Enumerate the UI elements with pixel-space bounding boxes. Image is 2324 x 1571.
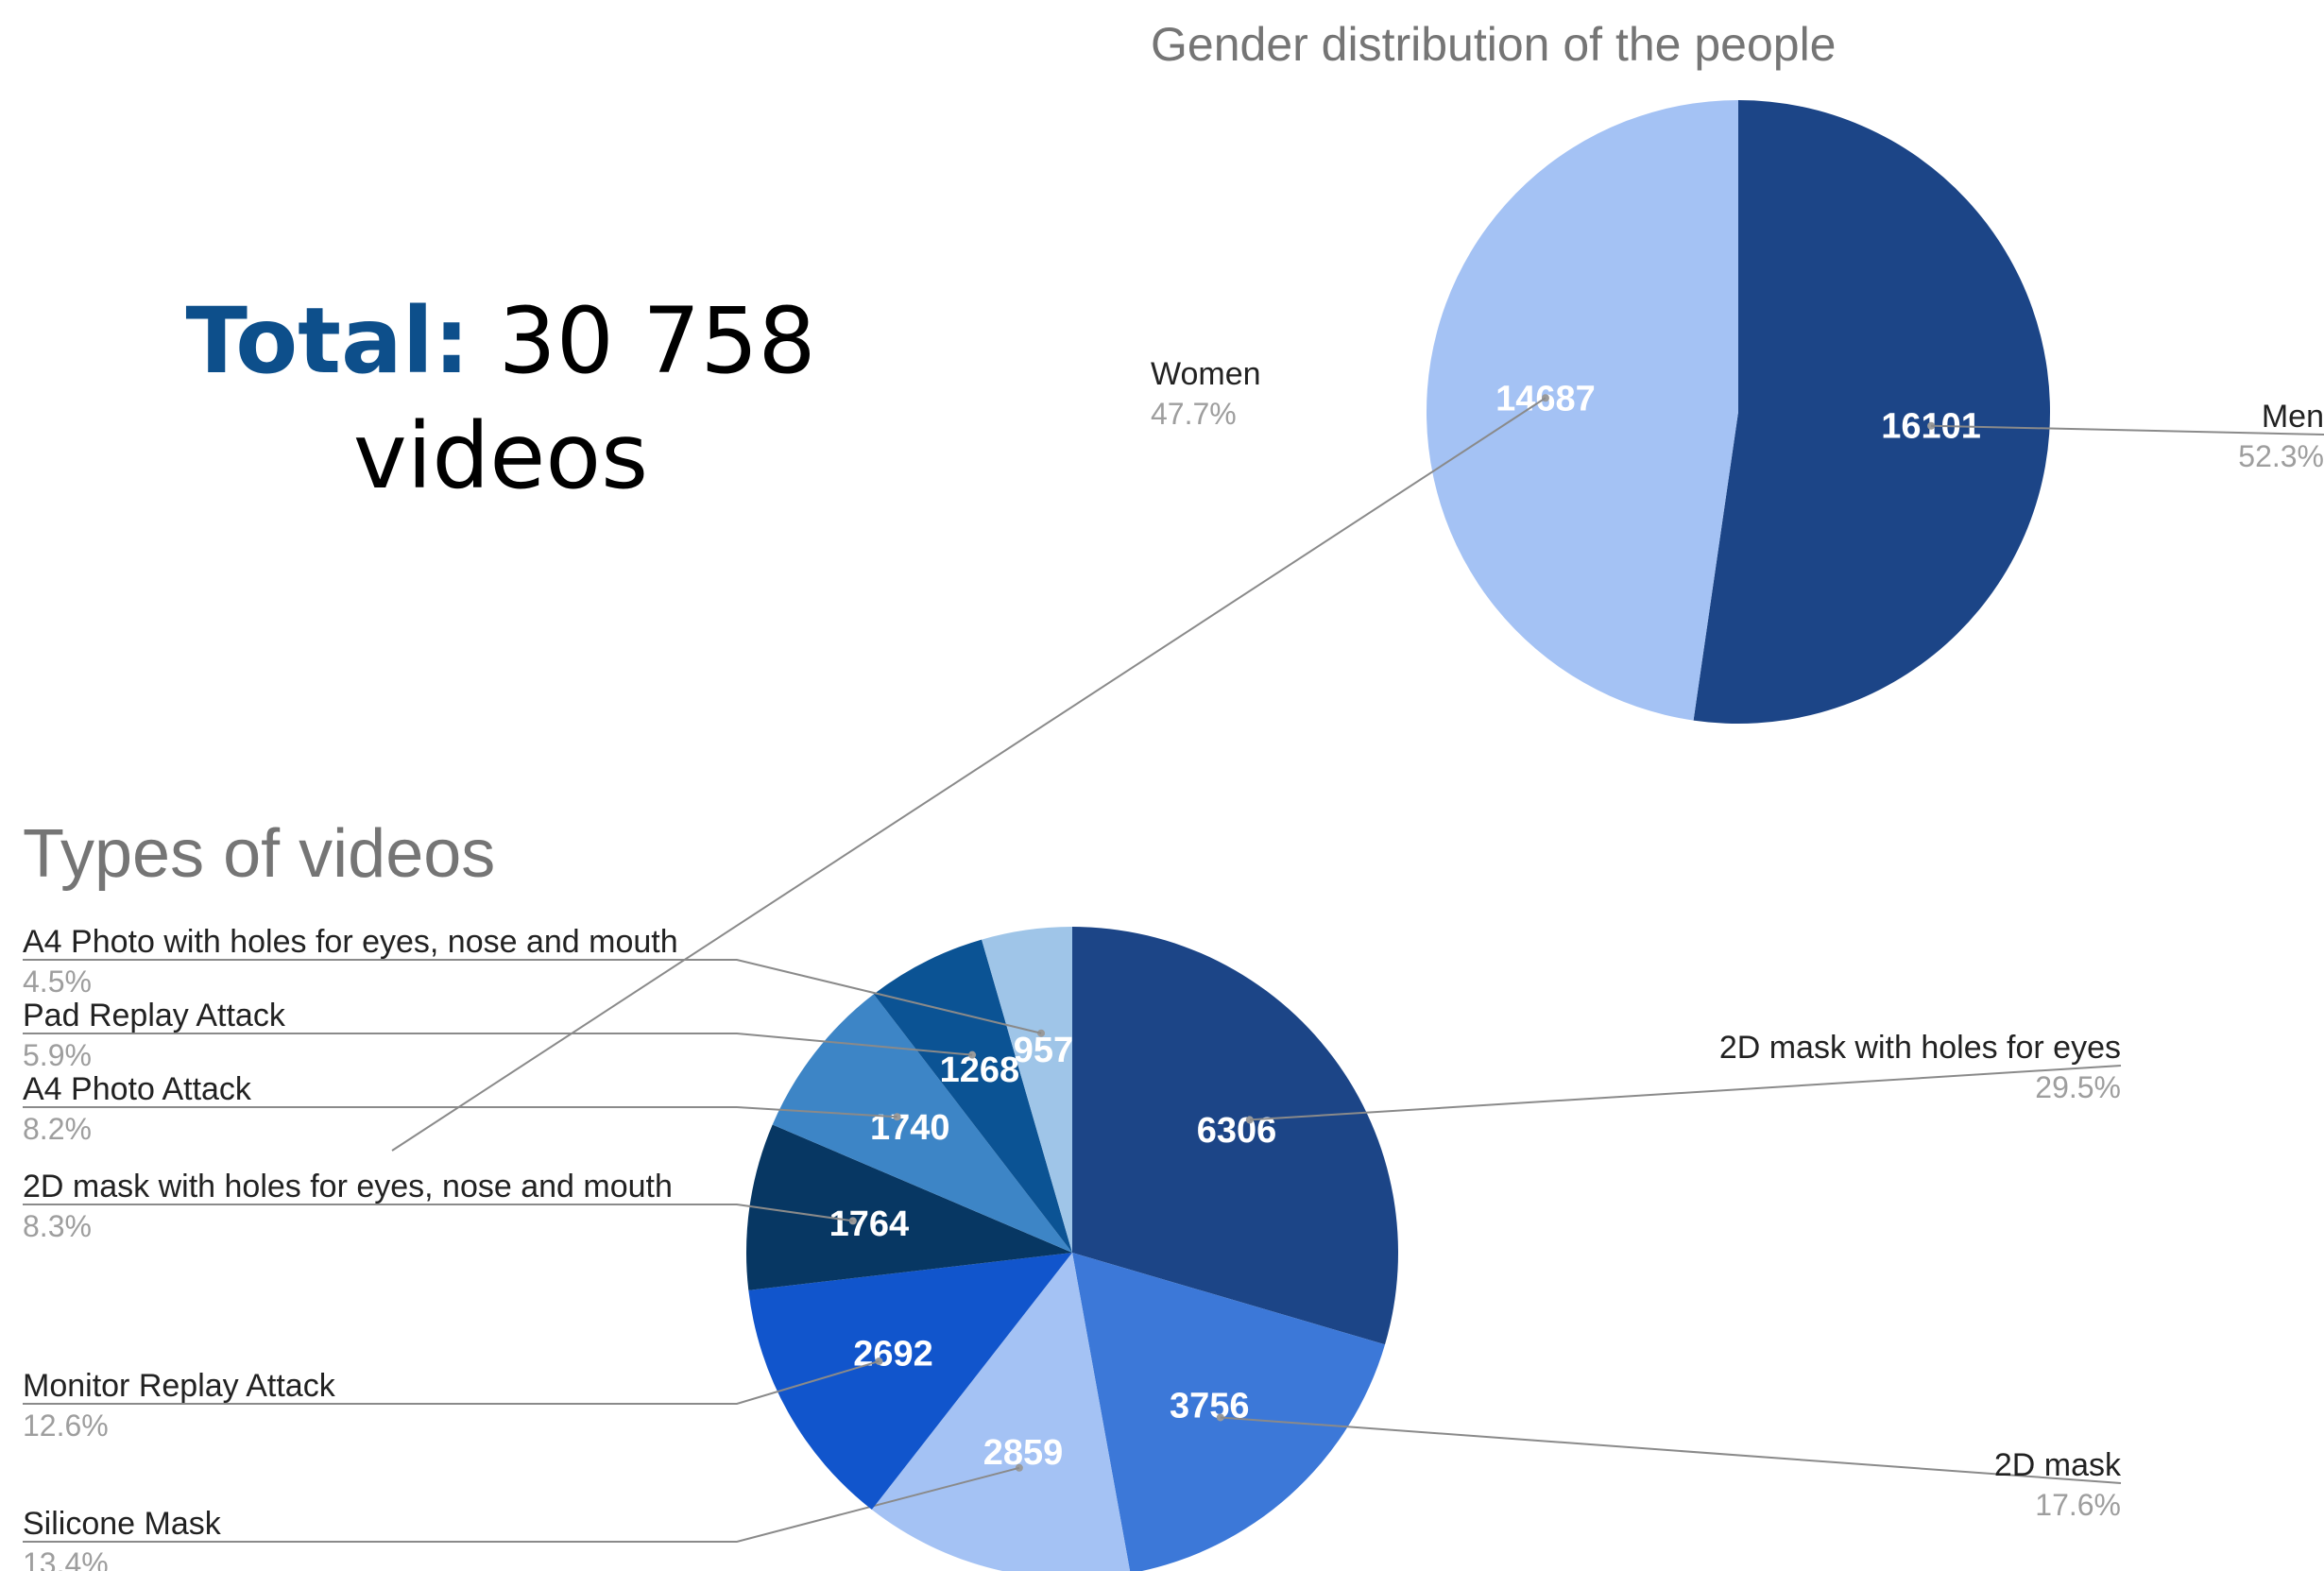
pie-slice-men[interactable] — [1693, 100, 2051, 724]
slice-label-women: Women — [1151, 356, 1261, 392]
leader-line-pad-replay-attack — [23, 1033, 973, 1056]
slice-percent-2d-mask: 17.6% — [2035, 1488, 2121, 1522]
leader-line-2d-mask — [1220, 1416, 2122, 1484]
slice-label-monitor-replay-attack: Monitor Replay Attack — [23, 1368, 336, 1404]
leader-line-2d-mask-with-holes-for-eyes-nose-and-mouth — [23, 1204, 853, 1222]
slice-label-pad-replay-attack: Pad Replay Attack — [23, 998, 286, 1033]
slice-label-men: Men — [2262, 399, 2324, 435]
slice-label-silicone-mask: Silicone Mask — [23, 1506, 222, 1542]
slice-label-a4-photo-with-holes-for-eyes-nose-and-mouth: A4 Photo with holes for eyes, nose and m… — [23, 924, 678, 960]
slice-label-2d-mask-with-holes-for-eyes-nose-and-mouth: 2D mask with holes for eyes, nose and mo… — [23, 1169, 673, 1204]
slice-value-a4-photo-with-holes-for-eyes-nose-and-mouth: 957 — [1014, 1031, 1073, 1070]
pie-slice-pad-replay-attack[interactable] — [873, 939, 1072, 1253]
slice-percent-a4-photo-attack: 8.2% — [23, 1112, 92, 1146]
leader-line-men — [1931, 424, 2324, 435]
slice-value-silicone-mask: 2859 — [983, 1433, 1064, 1473]
leader-line-monitor-replay-attack — [23, 1360, 880, 1405]
slice-value-a4-photo-attack: 1740 — [870, 1108, 950, 1148]
slice-percent-2d-mask-with-holes-for-eyes: 29.5% — [2035, 1070, 2121, 1104]
slice-label-a4-photo-attack: A4 Photo Attack — [23, 1071, 252, 1107]
gender-pie-chart: Gender distribution of the people 16101 M… — [391, 18, 2324, 1152]
pie-slice-a4-photo-with-holes-for-eyes-nose-and-mouth[interactable] — [982, 927, 1072, 1253]
leader-line-a4-photo-with-holes-for-eyes-nose-and-mouth — [23, 959, 1042, 1034]
pie-slice-2d-mask[interactable] — [1072, 1253, 1386, 1571]
slice-value-monitor-replay-attack: 2692 — [853, 1335, 933, 1375]
pie-slice-monitor-replay-attack[interactable] — [748, 1253, 1072, 1511]
pie-slice-silicone-mask[interactable] — [871, 1253, 1131, 1571]
slice-label-2d-mask: 2D mask — [1994, 1447, 2122, 1483]
total-value: 30 758 — [498, 288, 816, 394]
slice-percent-pad-replay-attack: 5.9% — [23, 1038, 92, 1072]
total-unit: videos — [352, 403, 649, 509]
slice-percent-2d-mask-with-holes-for-eyes-nose-and-mouth: 8.3% — [23, 1209, 92, 1243]
slice-value-2d-mask: 3756 — [1170, 1387, 1250, 1426]
video-types-pie-chart: Types of videos 6306 2D mask with holes f… — [23, 816, 2122, 1571]
leader-line-women — [391, 397, 1546, 1152]
slice-percent-silicone-mask: 13.4% — [23, 1546, 109, 1571]
slice-value-pad-replay-attack: 1268 — [940, 1050, 1020, 1090]
pie-slice-2d-mask-with-holes-for-eyes-nose-and-mouth[interactable] — [746, 1124, 1072, 1290]
leader-line-silicone-mask — [23, 1466, 1020, 1543]
leader-line-a4-photo-attack — [23, 1106, 897, 1118]
pie-slice-a4-photo-attack[interactable] — [772, 994, 1072, 1253]
gender-chart-title: Gender distribution of the people — [1151, 18, 1837, 71]
leader-line-2d-mask-with-holes-for-eyes — [1249, 1065, 2122, 1121]
slice-label-2d-mask-with-holes-for-eyes: 2D mask with holes for eyes — [1719, 1030, 2121, 1066]
pie-slice-women[interactable] — [1427, 100, 1738, 721]
pie-slice-2d-mask-with-holes-for-eyes[interactable] — [1072, 927, 1398, 1345]
slice-percent-women: 47.7% — [1151, 397, 1237, 431]
total-summary: Total: 30 758 videos — [132, 283, 869, 514]
slice-percent-men: 52.3% — [2238, 439, 2324, 473]
total-label: Total: — [185, 288, 470, 394]
video-types-chart-title: Types of videos — [23, 816, 495, 892]
slice-percent-monitor-replay-attack: 12.6% — [23, 1409, 109, 1443]
slice-value-2d-mask-with-holes-for-eyes: 6306 — [1197, 1111, 1277, 1151]
slice-value-2d-mask-with-holes-for-eyes-nose-and-mouth: 1764 — [829, 1204, 910, 1244]
slice-percent-a4-photo-with-holes-for-eyes-nose-and-mouth: 4.5% — [23, 965, 92, 999]
